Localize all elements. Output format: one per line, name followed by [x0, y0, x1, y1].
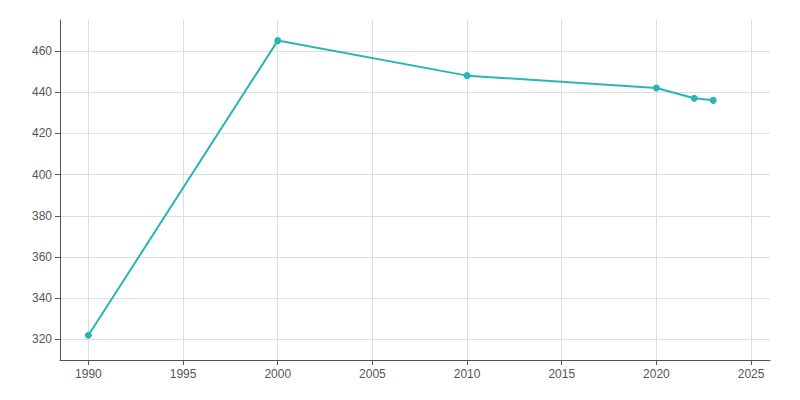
svg-text:440: 440: [32, 85, 52, 99]
svg-text:380: 380: [32, 209, 52, 223]
svg-text:1990: 1990: [75, 367, 102, 381]
svg-text:2025: 2025: [738, 367, 765, 381]
svg-text:340: 340: [32, 291, 52, 305]
svg-text:320: 320: [32, 332, 52, 346]
svg-text:2010: 2010: [454, 367, 481, 381]
svg-text:420: 420: [32, 126, 52, 140]
svg-text:2015: 2015: [548, 367, 575, 381]
svg-text:400: 400: [32, 168, 52, 182]
svg-text:2005: 2005: [359, 367, 386, 381]
svg-text:360: 360: [32, 250, 52, 264]
svg-text:1995: 1995: [170, 367, 197, 381]
svg-text:2000: 2000: [264, 367, 291, 381]
svg-text:2020: 2020: [643, 367, 670, 381]
svg-text:460: 460: [32, 44, 52, 58]
